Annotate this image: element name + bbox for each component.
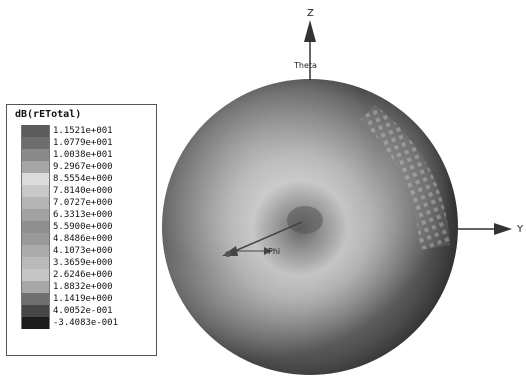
y-axis: Y bbox=[458, 223, 524, 235]
z-axis-label: Z bbox=[307, 8, 314, 19]
y-axis-label: Y bbox=[516, 224, 524, 235]
phi-label: Phi bbox=[268, 247, 280, 256]
theta-label: Theta bbox=[293, 61, 317, 70]
pattern-sphere bbox=[162, 79, 458, 375]
z-axis: Z Theta bbox=[293, 8, 317, 80]
